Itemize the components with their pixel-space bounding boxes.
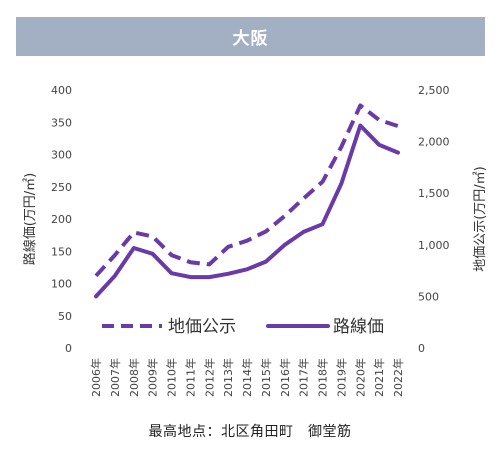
x-tick-label: 2008年 xyxy=(127,358,141,397)
y2-tick-label: 1,500 xyxy=(418,187,450,200)
chart-title: 大阪 xyxy=(232,29,269,49)
y-axis-label: 路線価(万円/㎡) xyxy=(22,173,38,266)
x-tick-label: 2010年 xyxy=(165,358,179,397)
y-tick-label: 100 xyxy=(51,278,72,291)
x-tick-label: 2011年 xyxy=(183,358,197,397)
x-tick-label: 2021年 xyxy=(372,358,386,397)
x-tick-label: 2019年 xyxy=(334,358,348,397)
x-tick-label: 2020年 xyxy=(353,358,367,397)
x-tick-label: 2014年 xyxy=(240,358,254,397)
series-line-dashed xyxy=(94,103,399,278)
x-tick-label: 2018年 xyxy=(316,358,330,397)
x-tick-label: 2012年 xyxy=(202,358,216,397)
chart-title-bar: 大阪 xyxy=(16,17,485,56)
y2-tick-label: 500 xyxy=(418,290,439,303)
x-tick-label: 2013年 xyxy=(221,358,235,397)
y-tick-label: 0 xyxy=(65,342,72,355)
legend-label-dashed: 地価公示 xyxy=(168,317,236,337)
x-tick-label: 2016年 xyxy=(278,358,292,397)
legend-label-solid: 路線価 xyxy=(333,317,384,337)
y2-tick-label: 2,500 xyxy=(418,84,450,97)
y-tick-label: 250 xyxy=(51,181,72,194)
y2-tick-label: 1,000 xyxy=(418,239,450,252)
y-tick-label: 50 xyxy=(58,310,72,323)
chart-caption: 最高地点：北区角田町 御堂筋 xyxy=(148,424,352,440)
x-tick-label: 2009年 xyxy=(146,358,160,397)
y2-tick-label: 0 xyxy=(418,342,425,355)
y-tick-label: 350 xyxy=(51,116,72,129)
x-tick-label: 2017年 xyxy=(297,358,311,397)
x-tick-label: 2015年 xyxy=(259,358,273,397)
y-tick-label: 150 xyxy=(51,245,72,258)
y2-tick-label: 2,000 xyxy=(418,136,450,149)
y-tick-label: 400 xyxy=(51,84,72,97)
x-tick-label: 2006年 xyxy=(89,358,103,397)
x-tick-label: 2007年 xyxy=(108,358,122,397)
y-tick-label: 300 xyxy=(51,149,72,162)
x-tick-label: 2022年 xyxy=(391,358,405,397)
series-line-solid xyxy=(94,123,400,299)
y2-axis-label: 地価公示(万円/㎡) xyxy=(473,166,488,272)
y-tick-label: 200 xyxy=(51,213,72,226)
